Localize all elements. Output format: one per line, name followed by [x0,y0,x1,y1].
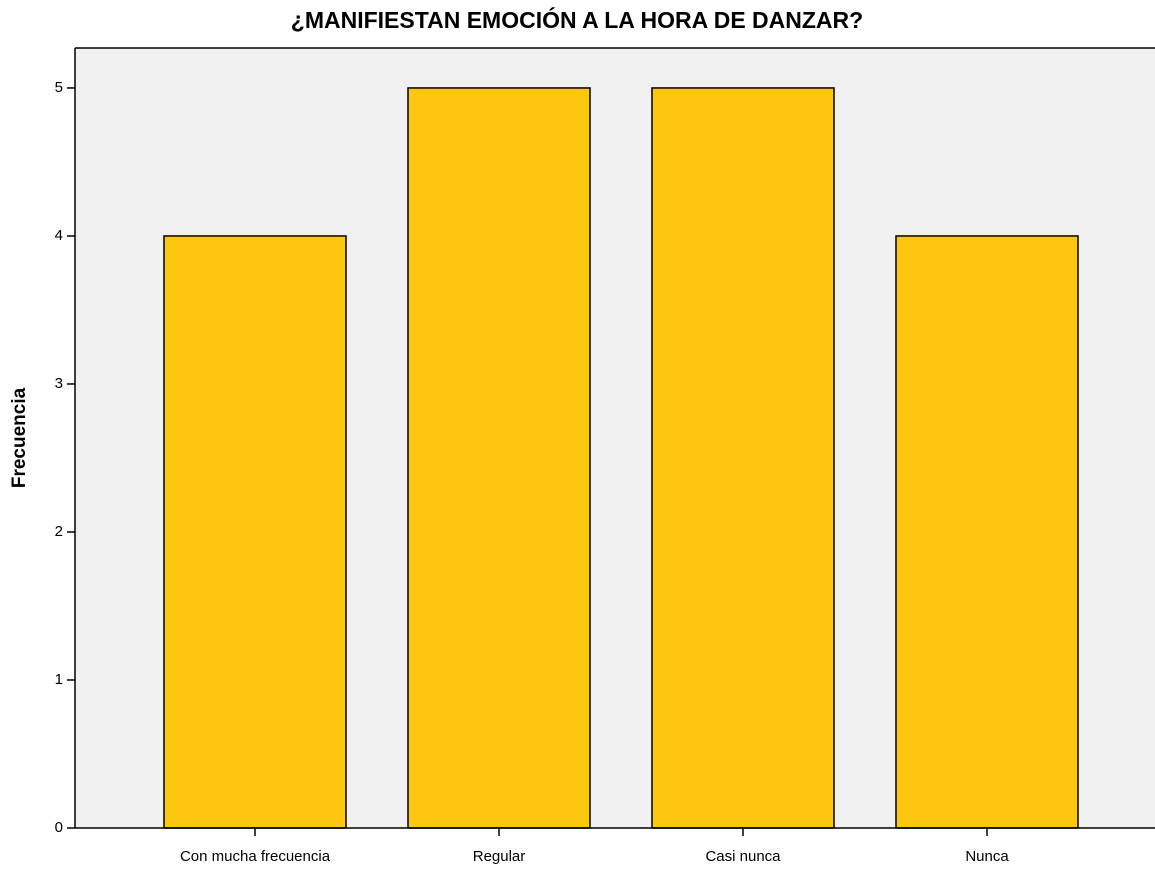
bar [651,87,835,829]
bar [407,87,591,829]
bar [163,235,347,829]
y-axis-label: Frecuencia [9,387,30,488]
x-tick-label: Nunca [965,848,1009,865]
x-tick-label: Casi nunca [705,848,781,865]
chart-title: ¿MANIFIESTAN EMOCIÓN A LA HORA DE DANZAR… [291,6,863,33]
bar [895,235,1079,829]
y-tick-label: 2 [55,523,63,540]
y-tick-label: 4 [55,227,63,244]
x-tick-label: Con mucha frecuencia [180,848,331,865]
y-tick-label: 0 [55,819,63,836]
y-tick-label: 5 [55,79,63,96]
x-tick-label: Regular [473,848,526,865]
y-tick-label: 3 [55,375,63,392]
y-tick-label: 1 [55,671,63,688]
